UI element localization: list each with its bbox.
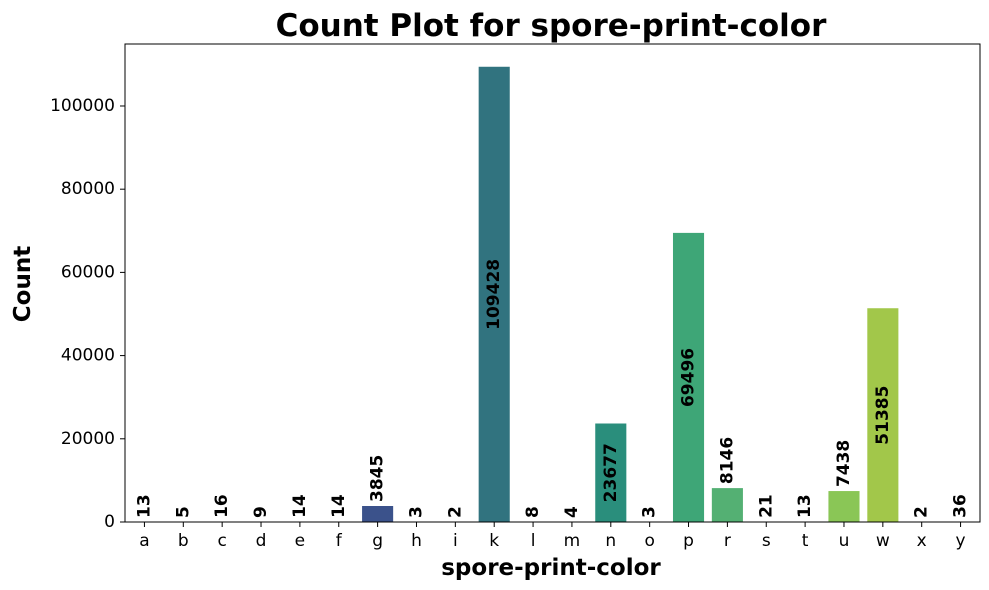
bar-u [828,491,860,522]
data-label-g: 3845 [368,455,388,502]
bar-w [867,308,899,522]
x-tick-label-x: x [917,531,927,551]
data-label-w: 51385 [873,386,893,445]
y-tick-label: 100000 [50,96,115,116]
data-label-l: 8 [523,506,543,518]
plot-frame [124,43,981,523]
data-label-i: 2 [445,506,465,518]
data-label-m: 4 [562,506,582,518]
data-label-h: 3 [406,506,426,518]
y-tick-label: 60000 [61,262,115,282]
y-axis-label: Count [10,246,36,322]
bar-p [672,232,705,522]
x-tick-label-w: w [876,531,890,551]
axes-layer: a b c d e f g h i k l m n o p r s t u w x y 0 20000 40000 60000 80… [50,43,981,551]
x-tick-label-e: e [295,531,305,551]
x-tick-label-g: g [372,531,383,551]
x-tick-label-h: h [411,531,422,551]
chart-title: Count Plot for spore-print-color [276,8,827,44]
x-tick-label-d: d [256,531,267,551]
data-label-n: 23677 [601,443,621,502]
bars-layer [128,66,977,522]
x-tick-label-r: r [724,531,731,551]
data-label-p: 69496 [679,348,699,407]
x-tick-label-y: y [956,531,966,551]
x-tick-label-f: f [336,531,343,551]
x-tick-label-o: o [644,531,654,551]
x-tick-label-n: n [605,531,616,551]
bar-r [711,488,743,522]
x-tick-label-k: k [489,531,499,551]
data-label-f: 14 [329,494,349,518]
data-label-e: 14 [290,494,310,518]
bar-g [362,506,394,522]
x-tick-label-t: t [802,531,809,551]
data-label-d: 9 [251,506,271,518]
data-label-y: 36 [951,494,971,518]
data-label-s: 21 [756,494,776,518]
data-label-o: 3 [640,506,660,518]
data-label-b: 5 [173,506,193,518]
x-tick-label-c: c [217,531,226,551]
y-tick-label: 80000 [61,179,115,199]
y-tick-label: 20000 [61,429,115,449]
data-label-x: 2 [912,506,932,518]
y-tick-label: 40000 [61,346,115,366]
data-label-c: 16 [212,494,232,518]
x-tick-label-b: b [178,531,189,551]
data-label-t: 13 [795,494,815,518]
data-label-u: 7438 [834,440,854,487]
data-label-k: 109428 [484,259,504,330]
x-tick-label-a: a [139,531,149,551]
bar-k [478,66,510,522]
x-tick-label-l: l [531,531,536,551]
x-tick-label-u: u [839,531,850,551]
x-tick-label-s: s [762,531,771,551]
x-tick-label-p: p [683,531,694,551]
data-label-r: 8146 [717,437,737,484]
data-labels-layer: 13 5 16 9 14 14 3845 3 2 109428 8 4 23677 3 69496 8146 2… [134,259,970,518]
data-label-a: 13 [134,494,154,518]
x-tick-label-i: i [453,531,458,551]
x-tick-label-m: m [564,531,581,551]
bar-n [595,423,627,522]
x-axis-label: spore-print-color [441,555,661,581]
y-tick-label: 0 [104,512,115,532]
